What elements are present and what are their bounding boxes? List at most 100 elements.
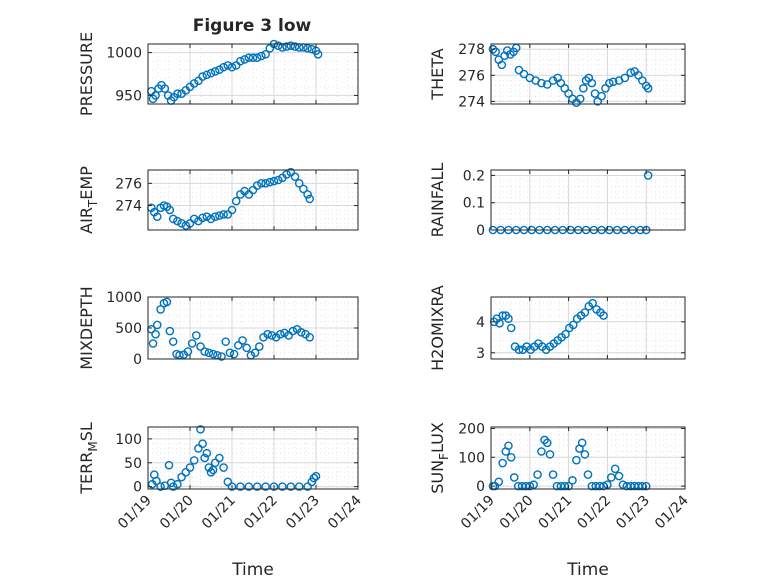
data-point	[568, 476, 577, 485]
data-point	[606, 473, 616, 482]
axes-box	[147, 43, 359, 105]
data-point	[643, 171, 653, 180]
data-point	[240, 55, 249, 64]
data-point	[198, 439, 207, 448]
data-point	[282, 42, 291, 51]
y-tick-label: 100	[458, 450, 485, 466]
data-point	[181, 468, 191, 477]
y-tick-label: 1000	[106, 290, 142, 306]
data-point	[250, 348, 260, 358]
y-tick-label: 1000	[106, 46, 142, 62]
data-point	[488, 44, 498, 54]
data-point	[225, 348, 235, 358]
data-point	[263, 329, 273, 339]
y-axis-label-part: AIR	[77, 207, 96, 234]
data-point	[265, 177, 275, 187]
data-point	[494, 477, 504, 487]
data-point	[519, 69, 529, 79]
y-axis-label: SUNFLUX	[428, 422, 451, 494]
data-point	[221, 337, 230, 346]
data-point	[303, 482, 312, 491]
data-point	[583, 470, 593, 479]
data-point	[156, 482, 165, 491]
data-point	[194, 444, 203, 453]
data-point	[189, 79, 199, 88]
data-point	[575, 94, 585, 104]
data-point	[210, 458, 220, 468]
figure-title: Figure 3 low	[193, 16, 312, 36]
data-point	[269, 482, 279, 491]
data-series	[488, 435, 651, 491]
data-point	[506, 323, 516, 333]
data-point	[275, 329, 285, 339]
x-tick-label: 01/24	[652, 492, 692, 532]
x-tick-label: 01/22	[241, 493, 281, 533]
data-point	[257, 179, 266, 188]
y-axis-label: H2OMIXRA	[428, 285, 447, 371]
y-tick-label: 276	[458, 68, 485, 84]
data-point	[254, 342, 264, 351]
data-point	[185, 463, 195, 472]
data-point	[587, 78, 597, 88]
data-point	[537, 447, 546, 456]
data-point	[311, 471, 321, 481]
data-point	[233, 341, 243, 350]
data-point	[599, 311, 608, 320]
data-series	[147, 297, 315, 361]
data-point	[200, 453, 209, 463]
x-tick-label: 01/23	[613, 493, 653, 533]
data-point	[296, 328, 306, 337]
data-point	[261, 482, 270, 491]
data-point	[595, 481, 604, 491]
data-point	[269, 176, 279, 186]
data-point	[542, 80, 552, 89]
x-axis-label: Time	[566, 560, 609, 580]
data-point	[267, 331, 277, 340]
data-point	[261, 179, 270, 188]
data-point	[608, 77, 618, 87]
y-axis-label-part: EMP	[77, 166, 96, 200]
axes-box	[490, 296, 686, 360]
y-tick-label: 0	[133, 352, 142, 368]
x-tick-label: 01/21	[536, 493, 576, 533]
data-point	[164, 460, 174, 470]
data-point	[189, 456, 199, 465]
axes-box	[490, 43, 686, 105]
data-point	[533, 470, 542, 479]
data-point	[206, 468, 216, 477]
data-point	[294, 179, 304, 188]
data-point	[643, 84, 653, 93]
axes-box	[490, 169, 686, 231]
data-point	[223, 61, 233, 70]
subplot-5: 0 500 1000 MIXDEPTH	[77, 286, 359, 370]
x-tick-label: 01/20	[157, 493, 197, 533]
data-point	[605, 78, 614, 88]
subplot-2: 274 276 278 THETA	[428, 42, 686, 110]
x-tick-label: 01/22	[574, 493, 614, 533]
data-point	[148, 339, 158, 348]
data-point	[165, 326, 175, 336]
data-point	[542, 438, 552, 448]
plot-area	[491, 170, 685, 230]
data-point	[198, 213, 207, 223]
y-tick-label: 50	[124, 456, 142, 472]
data-point	[236, 56, 245, 66]
data-point	[168, 337, 178, 346]
x-tick-label: 01/20	[497, 493, 537, 533]
data-point	[313, 49, 323, 59]
data-point	[229, 349, 239, 359]
data-point	[506, 452, 516, 462]
data-point	[187, 339, 197, 348]
data-point	[219, 210, 228, 219]
y-axis-label-part: SL	[77, 422, 96, 441]
data-point	[152, 212, 162, 221]
data-point	[215, 453, 224, 463]
data-point	[219, 463, 228, 472]
data-point	[196, 425, 205, 434]
data-point	[280, 328, 289, 338]
axes-box	[147, 426, 359, 490]
y-tick-label: 0.2	[463, 168, 485, 184]
data-point	[223, 477, 233, 487]
data-point	[273, 41, 283, 51]
